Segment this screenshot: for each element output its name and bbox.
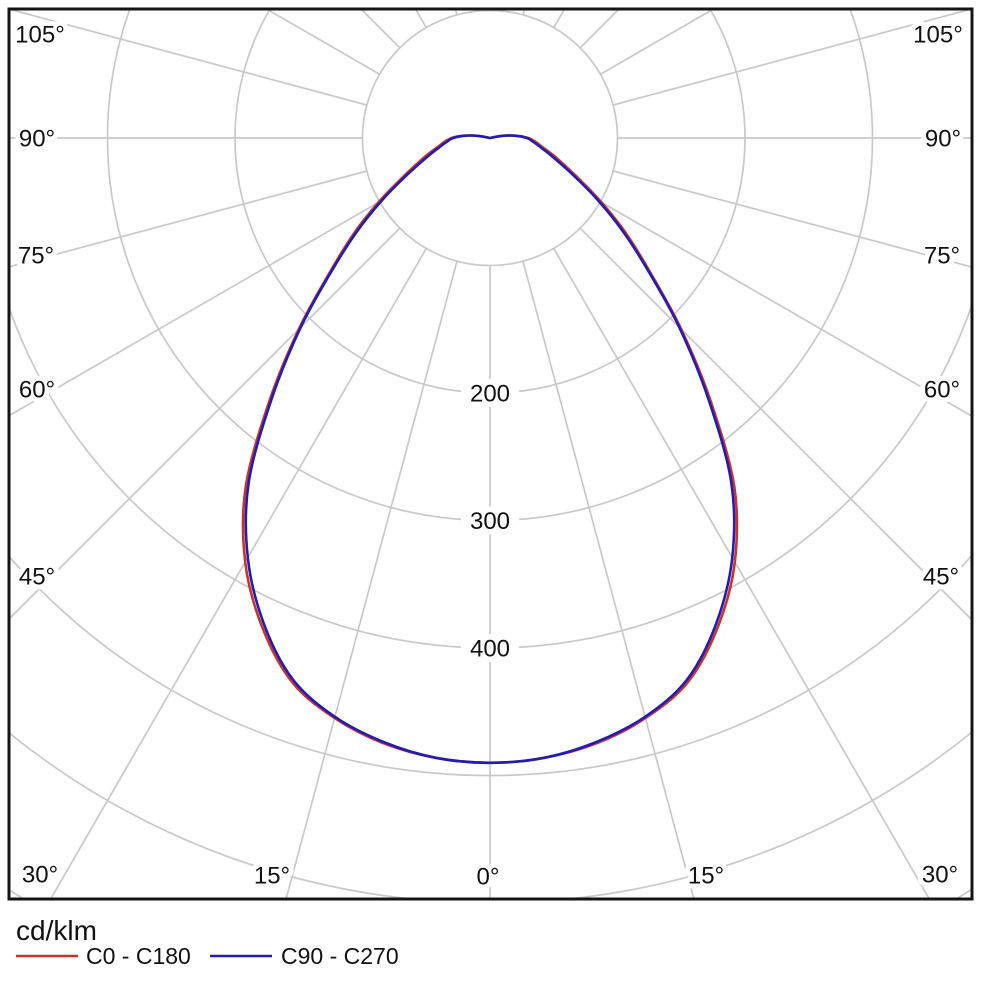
grid-spoke [9,9,368,106]
legend-units-label: cd/klm [16,915,97,946]
radial-tick-mask [461,379,519,407]
angle-tick-label: 75° [18,243,54,270]
radial-tick-labels: 200 300 400 [461,379,519,663]
grid-spoke [9,201,381,417]
angle-tick-label: 105° [913,22,963,49]
radial-tick-label: 300 [470,508,510,535]
radial-tick-label: 200 [470,381,510,408]
angle-tick-label: 60° [19,377,55,404]
legend-label-c90-c270: C90 - C270 [281,943,399,969]
curve-c90-c270 [244,134,736,765]
angle-tick-label: 45° [923,564,959,591]
angle-tick-label: 0° [477,864,500,891]
intensity-curves [241,134,739,765]
angle-tick-label: 90° [925,126,961,153]
radial-tick-label: 400 [470,636,510,663]
grid-spoke [579,227,972,622]
angle-tick-label: 15° [688,863,724,890]
grid-spoke [522,260,695,899]
grid-spoke [612,9,972,106]
radial-tick-mask [461,634,519,662]
angle-tick-label: 45° [19,564,55,591]
grid-spoke [49,247,427,899]
grid-spoke [599,201,972,418]
radial-tick-mask [461,506,519,535]
grid-spoke [9,170,368,268]
grid-spoke [285,260,458,899]
angle-tick-label: 75° [924,243,960,270]
grid-spoke [553,247,931,899]
grid-spoke [612,170,972,269]
angle-tick-labels: 105° 90° 75° 60° 45° 30° 15° 0° 15° 30° 105° 90° 75°… [10,17,968,896]
legend: cd/klm C0 - C180 C90 - C270 [16,915,399,969]
grid-spoke [9,227,401,621]
angle-tick-label: 90° [19,126,55,153]
angle-tick-label: 30° [922,862,958,889]
legend-label-c0-c180: C0 - C180 [86,943,191,969]
angle-tick-label: 15° [254,863,290,890]
plot-border [7,7,974,901]
angle-tick-label: 30° [22,862,58,889]
angle-tick-label: 60° [924,377,960,404]
angle-tick-label: 105° [15,22,65,49]
